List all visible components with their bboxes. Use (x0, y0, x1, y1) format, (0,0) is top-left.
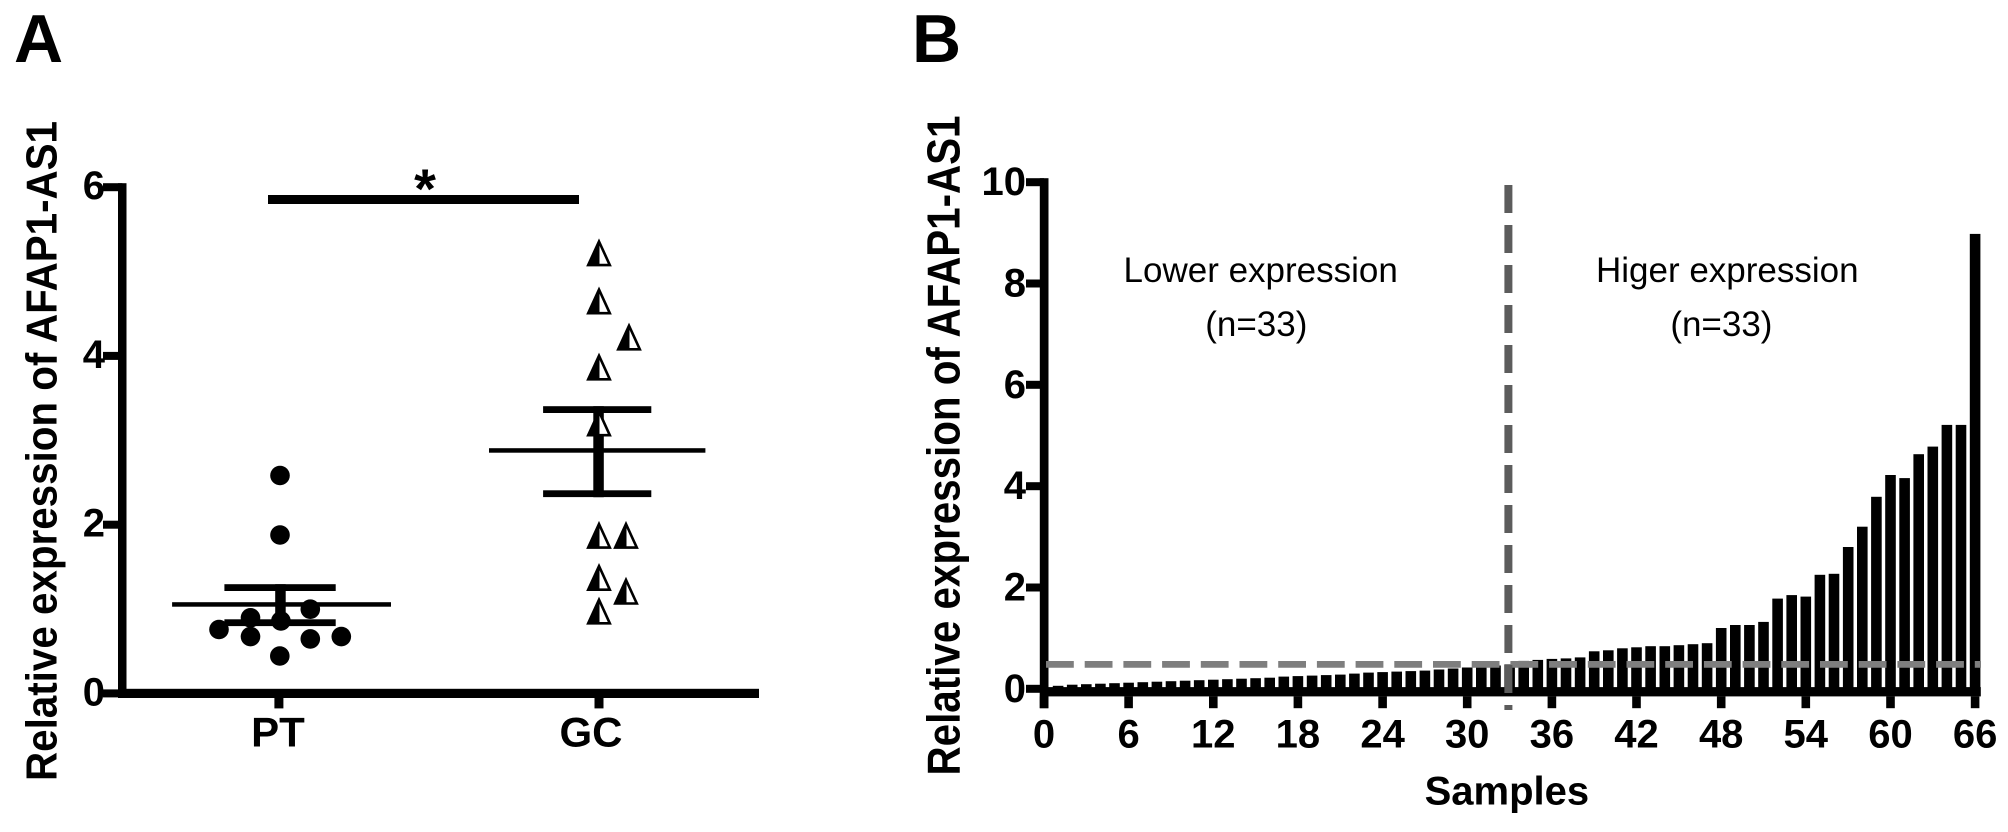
svg-text:2: 2 (1004, 566, 1026, 610)
svg-text:30: 30 (1445, 713, 1490, 757)
svg-text:18: 18 (1276, 713, 1321, 757)
svg-text:(n=33): (n=33) (1205, 305, 1307, 344)
svg-text:Lower expression: Lower expression (1124, 251, 1398, 290)
svg-text:Relative expression of AFAP1-A: Relative expression of AFAP1-AS1 (18, 121, 67, 781)
svg-text:6: 6 (83, 164, 105, 208)
svg-text:4: 4 (83, 333, 106, 377)
svg-text:Relative expression of AFAP1-A: Relative expression of AFAP1-AS1 (918, 116, 970, 776)
svg-text:4: 4 (1004, 464, 1027, 508)
svg-text:60: 60 (1868, 713, 1913, 757)
svg-text:0: 0 (1033, 713, 1055, 757)
svg-text:B: B (912, 1, 961, 77)
svg-text:A: A (14, 1, 63, 77)
svg-text:8: 8 (1004, 262, 1026, 306)
svg-text:42: 42 (1614, 713, 1659, 757)
svg-text:66: 66 (1953, 713, 1998, 757)
svg-text:36: 36 (1530, 713, 1575, 757)
svg-text:10: 10 (982, 160, 1027, 204)
svg-text:Samples: Samples (1425, 770, 1590, 814)
svg-text:6: 6 (1117, 713, 1139, 757)
svg-text:GC: GC (560, 709, 623, 756)
svg-text:(n=33): (n=33) (1670, 305, 1772, 344)
svg-text:48: 48 (1699, 713, 1744, 757)
svg-text:0: 0 (1004, 667, 1026, 711)
svg-text:0: 0 (83, 670, 105, 714)
svg-text:*: * (414, 157, 436, 220)
svg-text:6: 6 (1004, 363, 1026, 407)
svg-text:Higer expression: Higer expression (1596, 251, 1859, 290)
svg-text:24: 24 (1360, 713, 1405, 757)
svg-text:2: 2 (83, 502, 105, 546)
svg-text:54: 54 (1784, 713, 1829, 757)
svg-text:12: 12 (1191, 713, 1236, 757)
svg-text:PT: PT (251, 709, 305, 756)
